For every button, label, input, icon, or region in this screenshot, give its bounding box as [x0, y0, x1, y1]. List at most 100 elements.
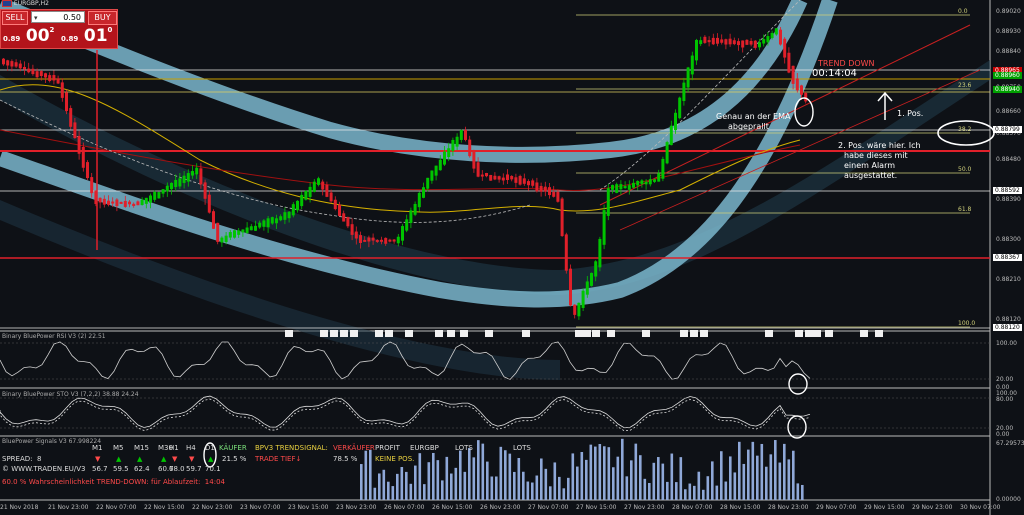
- volume-bar: [652, 462, 656, 500]
- volume-bar: [540, 458, 543, 500]
- volume-bar: [450, 473, 453, 500]
- volume-bar: [693, 485, 696, 500]
- event-marker: [825, 330, 833, 337]
- volume-bar: [657, 457, 660, 500]
- timeframe-value: 59.5: [113, 465, 129, 473]
- candle-body: [417, 192, 421, 208]
- candle-body: [203, 182, 207, 199]
- volume-bar: [477, 440, 480, 500]
- candle-body: [795, 78, 799, 91]
- volume-bar: [535, 475, 539, 500]
- timeframe-value: 59.7: [186, 465, 202, 473]
- fib-level-label: 0.0: [958, 8, 968, 15]
- candle-body: [753, 40, 757, 48]
- candle-body: [443, 151, 446, 165]
- candle-body: [409, 210, 413, 223]
- candle-body: [371, 237, 375, 241]
- website-label: © WWW.TRADEN.EU/V3: [2, 465, 86, 473]
- candle-body: [711, 37, 715, 45]
- price-axis-label: 0.88930: [996, 28, 1021, 35]
- arrow-up-icon: ▲: [137, 455, 143, 463]
- candle-body: [438, 159, 442, 171]
- volume-bar: [684, 489, 687, 500]
- candle-body: [388, 239, 392, 242]
- candle-body: [23, 66, 26, 70]
- sell-button[interactable]: SELL: [2, 11, 28, 25]
- candle-body: [325, 184, 329, 197]
- candle-body: [111, 201, 115, 204]
- candle-body: [350, 224, 354, 235]
- price-marker: 0.88965: [993, 67, 1022, 74]
- candle-body: [678, 97, 682, 119]
- candle-body: [165, 185, 169, 192]
- timeframe-value: 68.0: [169, 465, 185, 473]
- volume-bar: [733, 472, 737, 500]
- volume-bar: [679, 457, 683, 500]
- candle-body: [216, 222, 220, 242]
- candle-body: [275, 218, 278, 224]
- timeframe-header: H1: [169, 444, 179, 452]
- indicator-axis-label: 0.00000: [996, 496, 1021, 503]
- event-marker: [765, 330, 773, 337]
- time-axis-label: 22 Nov 15:00: [144, 504, 185, 511]
- volume-bar: [760, 443, 764, 500]
- candle-body: [287, 211, 291, 219]
- volume-bar: [625, 476, 629, 500]
- candle-body: [539, 185, 543, 192]
- probability-footer: 60.0 % Wahrscheinlichkeit TREND-DOWN: fü…: [2, 478, 225, 486]
- arrow-up-icon: ▲: [208, 455, 214, 463]
- time-axis-label: 21 Nov 2018: [0, 504, 39, 511]
- candle-body: [577, 302, 581, 317]
- timeframe-value: 62.4: [134, 465, 150, 473]
- candle-body: [65, 92, 68, 112]
- candle-body: [136, 201, 140, 206]
- volume-bar: [418, 453, 422, 500]
- candle-body: [606, 188, 610, 216]
- volume-bar: [517, 458, 521, 500]
- volume-bar: [567, 477, 570, 500]
- candle-body: [485, 173, 488, 177]
- sell-price[interactable]: 0.89 002: [3, 26, 55, 46]
- candle-body: [640, 180, 644, 184]
- volume-bar: [544, 468, 548, 500]
- volume-bar: [553, 462, 557, 500]
- candle-body: [212, 211, 215, 229]
- candle-body: [392, 239, 396, 242]
- fib-level-label: 38.2: [958, 126, 972, 133]
- volume-bar: [513, 471, 516, 500]
- time-axis-label: 30 Nov 07:00: [960, 504, 1001, 511]
- event-markers: [285, 330, 883, 337]
- price-axis-label: 0.88480: [996, 156, 1021, 163]
- price-marker: 0.88592: [993, 187, 1022, 194]
- candle-body: [527, 181, 530, 186]
- keine-pos-label: KEINE POS.: [375, 455, 415, 463]
- candle-body: [741, 40, 745, 48]
- candle-body: [682, 82, 686, 102]
- candle-body: [304, 190, 308, 200]
- volume-bar: [738, 441, 741, 500]
- indicator-axis-label: 0.00: [996, 384, 1010, 391]
- event-marker: [350, 330, 358, 337]
- rsi-title: Binary BluePower RSI V3 (2) 22.51: [2, 333, 106, 340]
- volume-bar: [598, 444, 602, 500]
- time-axis-label: 29 Nov 07:00: [816, 504, 857, 511]
- candle-body: [182, 175, 186, 183]
- candle-body: [107, 200, 110, 205]
- candle-body: [774, 28, 778, 35]
- candle-body: [459, 130, 463, 140]
- candle-body: [787, 52, 791, 73]
- buy-price[interactable]: 0.89 010: [61, 26, 113, 46]
- kaeufer-value: 21.5 %: [222, 455, 247, 463]
- candle-body: [598, 238, 602, 268]
- candle-body: [321, 181, 325, 190]
- lots-input[interactable]: ▾ 0.50: [31, 11, 85, 23]
- candle-body: [199, 168, 203, 185]
- candle-body: [300, 194, 304, 207]
- buy-button[interactable]: BUY: [88, 11, 117, 25]
- candle-body: [762, 39, 766, 44]
- time-axis-label: 28 Nov 15:00: [720, 504, 761, 511]
- candle-body: [195, 167, 199, 175]
- arrow-down-icon: ▼: [95, 455, 101, 463]
- lots-dropdown-icon[interactable]: ▾: [34, 14, 38, 22]
